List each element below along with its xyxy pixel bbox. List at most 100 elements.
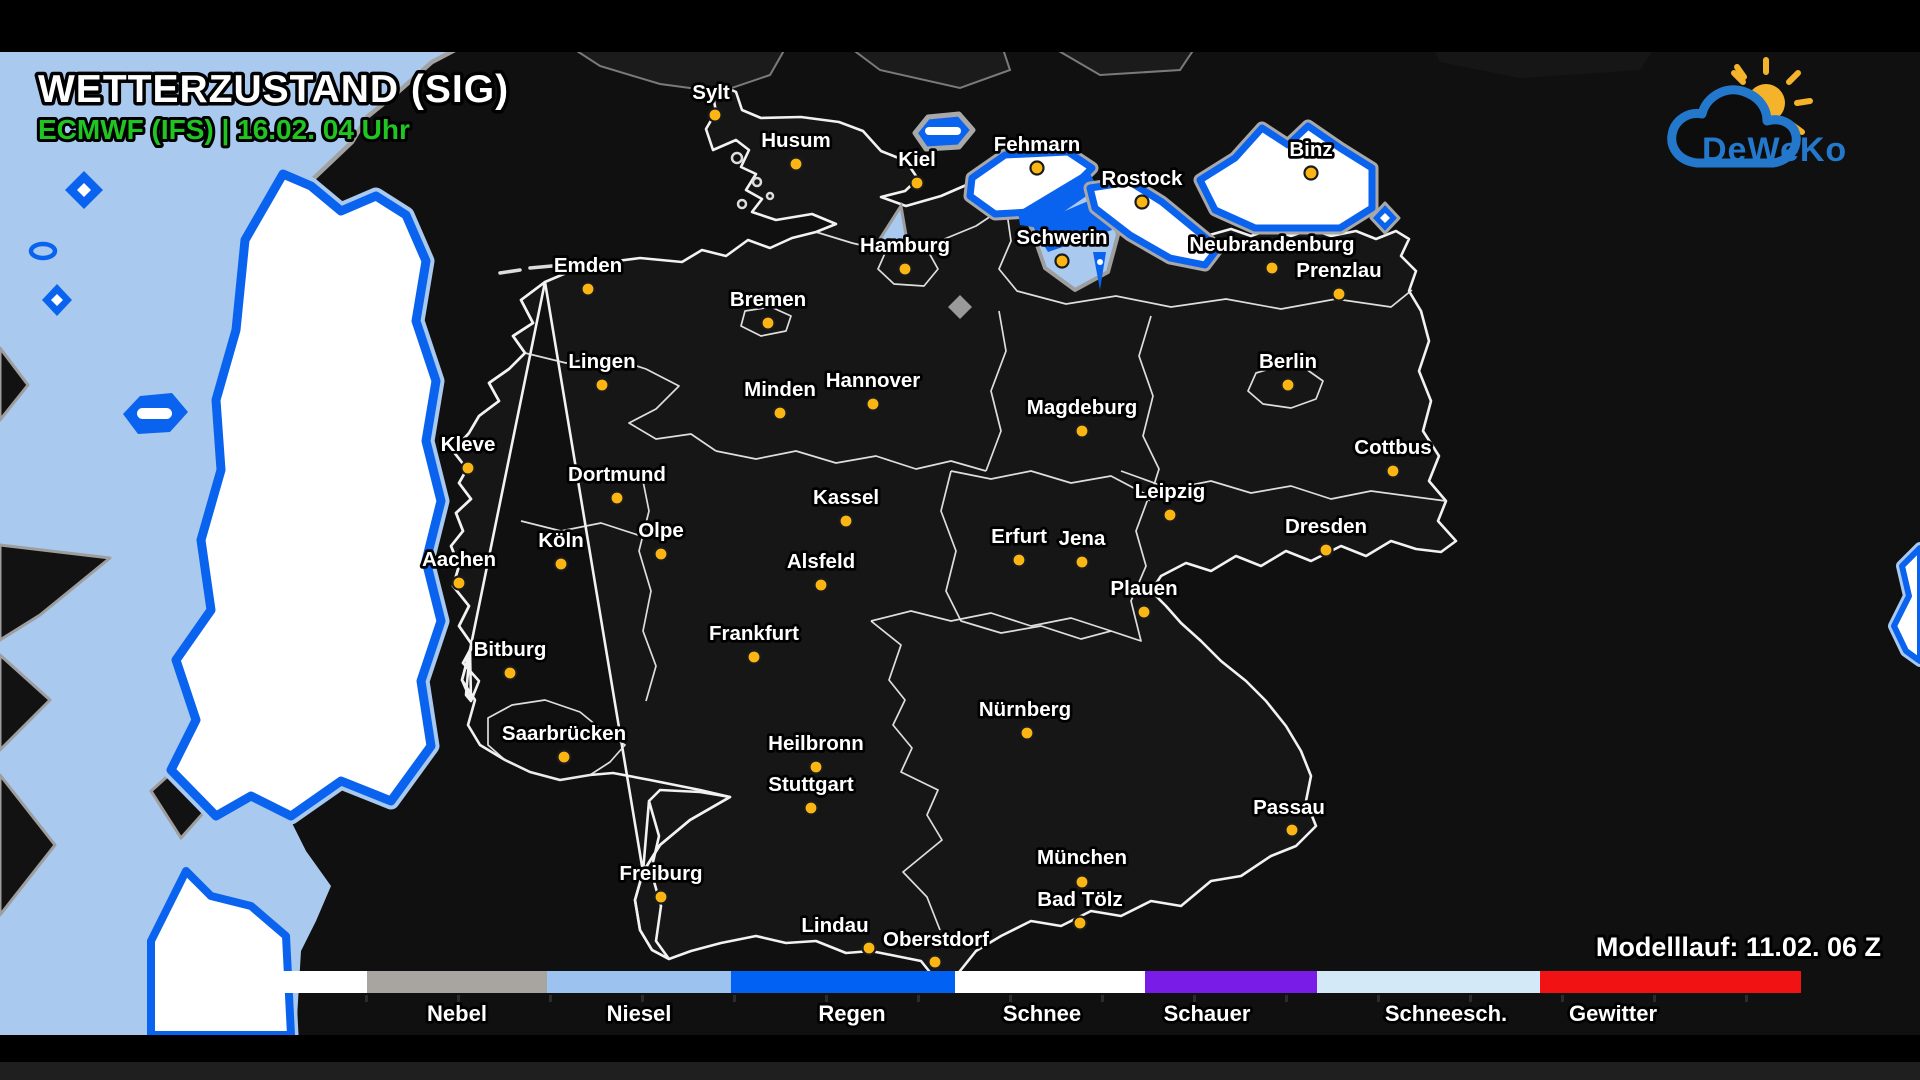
city-label: Stuttgart (768, 773, 854, 796)
city-label: Plauen (1110, 577, 1177, 600)
baltic-patches (912, 111, 1920, 667)
city-dot (460, 460, 476, 476)
city-dot (1331, 286, 1347, 302)
germany-outline (543, 84, 1458, 988)
deweko-logo: DeWeKo (1667, 57, 1847, 169)
city-marker: Erfurt (988, 522, 1050, 568)
city-dot (653, 889, 669, 905)
city-dot (594, 377, 610, 393)
city-marker: Minden (741, 375, 819, 421)
city-marker: Bad Tölz (1035, 885, 1125, 931)
page-title: WETTERZUSTAND (SIG) (38, 68, 509, 111)
city-label: Lindau (801, 914, 868, 937)
city-marker: Bitburg (471, 635, 549, 681)
city-marker: Rostock (1099, 164, 1186, 210)
page-subtitle: ECMWF (IFS) | 16.02. 04 Uhr (38, 114, 410, 145)
city-label: Dresden (1285, 515, 1367, 538)
city-marker: Leipzig (1132, 477, 1208, 523)
city-dot (580, 281, 596, 297)
city-marker: Emden (551, 251, 625, 297)
city-dot (1011, 552, 1027, 568)
city-dot (1385, 463, 1401, 479)
city-marker: Köln (535, 526, 587, 572)
city-dot (1280, 377, 1296, 393)
city-marker: Binz (1287, 135, 1335, 181)
legend: Nebel Niesel Regen Schnee Schauer Schneesch. G… (283, 971, 1801, 1029)
legend-label: Nebel (427, 1001, 487, 1026)
city-marker: Saarbrücken (499, 719, 629, 765)
rain-cells-west (28, 171, 188, 434)
city-dot (1019, 725, 1035, 741)
legend-tick (1561, 995, 1564, 1002)
city-marker: München (1034, 843, 1130, 890)
city-marker: Freiburg (617, 859, 705, 905)
city-dot (451, 575, 467, 591)
city-marker: Aachen (419, 545, 499, 591)
city-marker: Sylt (689, 78, 733, 123)
city-dot (707, 107, 723, 123)
city-dot (803, 800, 819, 816)
city-dot (897, 261, 913, 277)
city-marker: Heilbronn (765, 729, 867, 775)
legend-swatch-schauer (1145, 971, 1317, 993)
city-label: Dortmund (568, 463, 666, 486)
city-label: Heilbronn (768, 732, 864, 755)
city-label: Freiburg (619, 862, 702, 885)
city-dot (1136, 604, 1152, 620)
top-bar (0, 0, 1920, 52)
city-marker: Berlin (1256, 347, 1320, 393)
city-dot (1054, 253, 1070, 269)
city-dot (838, 513, 854, 529)
city-marker: Jena (1056, 524, 1109, 570)
city-label: Schwerin (1016, 226, 1107, 249)
city-dot (1072, 915, 1088, 931)
city-label: Nürnberg (979, 698, 1071, 721)
legend-label: Schnee (1003, 1001, 1081, 1026)
city-dot (746, 649, 762, 665)
legend-label: Regen (818, 1001, 885, 1026)
city-dot (861, 940, 877, 956)
legend-tick (1193, 995, 1196, 1002)
legend-tick (1745, 995, 1748, 1002)
city-dot (553, 556, 569, 572)
city-dot (1318, 542, 1334, 558)
city-label: Emden (554, 254, 622, 277)
legend-swatch-regen (731, 971, 955, 993)
city-label: Saarbrücken (502, 722, 626, 745)
city-label: Olpe (638, 519, 684, 542)
city-marker: Bremen (727, 285, 809, 331)
city-marker: Oberstdorf (880, 925, 992, 970)
city-marker: Frankfurt (706, 619, 802, 665)
city-label: Rostock (1102, 167, 1183, 190)
legend-tick (1653, 995, 1656, 1002)
city-label: Bitburg (474, 638, 547, 661)
logo-text: DeWeKo (1702, 131, 1847, 169)
model-run-label: Modelllauf: 11.02. 06 Z (1596, 932, 1881, 962)
city-label: Oberstdorf (883, 928, 989, 951)
legend-tick (641, 995, 644, 1002)
state-borders (487, 205, 1447, 931)
drizzle-patch-elbe (875, 201, 909, 244)
city-label: Frankfurt (709, 622, 799, 645)
city-dot (556, 749, 572, 765)
city-dot (1162, 507, 1178, 523)
city-marker: Cottbus (1352, 433, 1434, 479)
city-label: Köln (538, 529, 584, 552)
city-label: Neubrandenburg (1189, 233, 1354, 256)
city-dot (1264, 260, 1280, 276)
legend-swatch-nebel (367, 971, 547, 993)
city-label: Cottbus (1354, 436, 1431, 459)
city-marker: Magdeburg (1024, 393, 1140, 439)
city-label: Magdeburg (1027, 396, 1137, 419)
city-marker: Lingen (566, 347, 638, 393)
city-label: Aachen (422, 548, 496, 571)
city-dot (760, 315, 776, 331)
city-marker: Alsfeld (784, 547, 858, 593)
city-dot (1074, 423, 1090, 439)
city-label: Husum (761, 129, 830, 152)
city-dot (927, 954, 943, 970)
city-label: Kiel (898, 148, 936, 171)
city-dot (1029, 160, 1045, 176)
